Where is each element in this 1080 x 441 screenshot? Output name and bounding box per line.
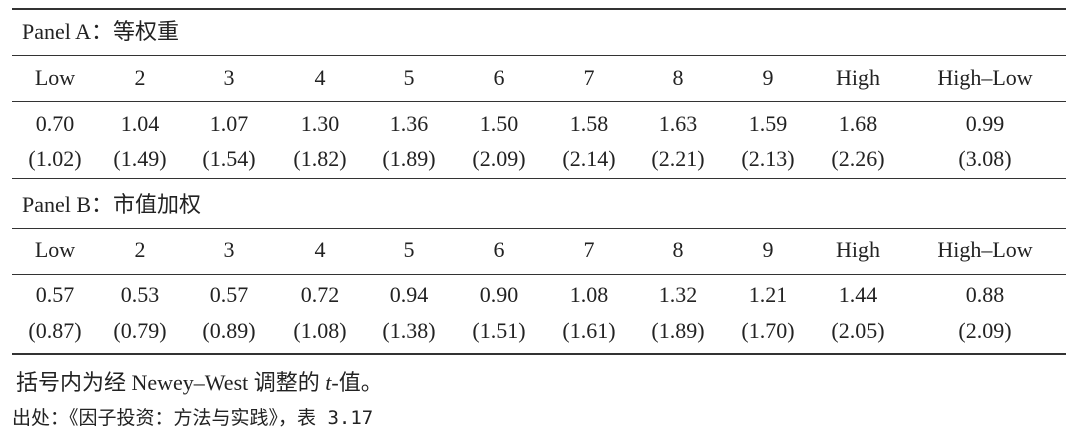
cell: 1.50 [479,111,519,136]
cell: 1.30 [300,111,340,136]
cell: 1.44 [838,282,878,307]
column-header: 7 [583,237,595,262]
cell: 1.08 [569,282,609,307]
column-header: 4 [314,65,326,90]
column-header: High [836,65,880,90]
column-header: 4 [314,237,326,262]
cell: 1.04 [120,111,160,136]
cell: 1.07 [209,111,249,136]
cell: (1.70) [741,318,795,343]
cell: (1.08) [293,318,347,343]
cell: 1.63 [658,111,698,136]
column-header: 2 [134,237,146,262]
cell: 0.70 [35,111,75,136]
cell: 0.90 [479,282,519,307]
cell: 0.53 [120,282,160,307]
rule [12,353,1066,355]
cell: 0.94 [389,282,429,307]
cell: (2.09) [472,146,526,171]
cell: 0.57 [35,282,75,307]
source: 出处：《因子投资：方法与实践》，表 3.17 [12,407,374,429]
cell: (2.26) [831,146,885,171]
cell: 1.36 [389,111,429,136]
cell: 0.72 [300,282,340,307]
cell: 1.68 [838,111,878,136]
note-text: 括号内为经 Newey–West 调整的 [16,370,326,395]
cell: 0.57 [209,282,249,307]
cell: (0.89) [202,318,256,343]
panel-title: Panel A：等权重 [22,19,180,44]
cell: (0.79) [113,318,167,343]
column-header: Low [34,237,76,262]
column-header: 9 [762,65,774,90]
cell: (2.05) [831,318,885,343]
cell: (1.38) [382,318,436,343]
rule [12,8,1066,10]
column-header: 3 [223,237,235,262]
cell: (1.54) [202,146,256,171]
cell: (1.49) [113,146,167,171]
column-header: 5 [403,237,415,262]
column-header: 2 [134,65,146,90]
column-header: 5 [403,65,415,90]
cell: 1.21 [748,282,788,307]
column-header: 6 [493,237,505,262]
cell: (0.87) [28,318,82,343]
cell: 1.58 [569,111,609,136]
column-header: Low [34,65,76,90]
note: 括号内为经 Newey–West 调整的 t-值。 [16,370,383,396]
cell: (1.89) [382,146,436,171]
column-header: 7 [583,65,595,90]
column-header: 6 [493,65,505,90]
rule [12,274,1066,275]
cell: 1.32 [658,282,698,307]
column-header: High–Low [937,65,1033,90]
note-text: -值。 [331,370,383,395]
cell: (1.51) [472,318,526,343]
column-header: 9 [762,237,774,262]
column-header: High [836,237,880,262]
cell: (2.13) [741,146,795,171]
note-italic: t [325,370,332,395]
cell: (1.02) [28,146,82,171]
cell: 0.88 [965,282,1005,307]
cell: (1.89) [651,318,705,343]
cell: (3.08) [958,146,1012,171]
rule [12,178,1066,179]
panel-title: Panel B：市值加权 [22,192,202,217]
rule [12,55,1066,56]
cell: (1.61) [562,318,616,343]
cell: (2.21) [651,146,705,171]
column-header: High–Low [937,237,1033,262]
cell: (2.14) [562,146,616,171]
column-header: 3 [223,65,235,90]
column-header: 8 [672,237,684,262]
cell: (2.09) [958,318,1012,343]
rule [12,101,1066,102]
rule [12,228,1066,229]
cell: 1.59 [748,111,788,136]
cell: 0.99 [965,111,1005,136]
cell: (1.82) [293,146,347,171]
column-header: 8 [672,65,684,90]
